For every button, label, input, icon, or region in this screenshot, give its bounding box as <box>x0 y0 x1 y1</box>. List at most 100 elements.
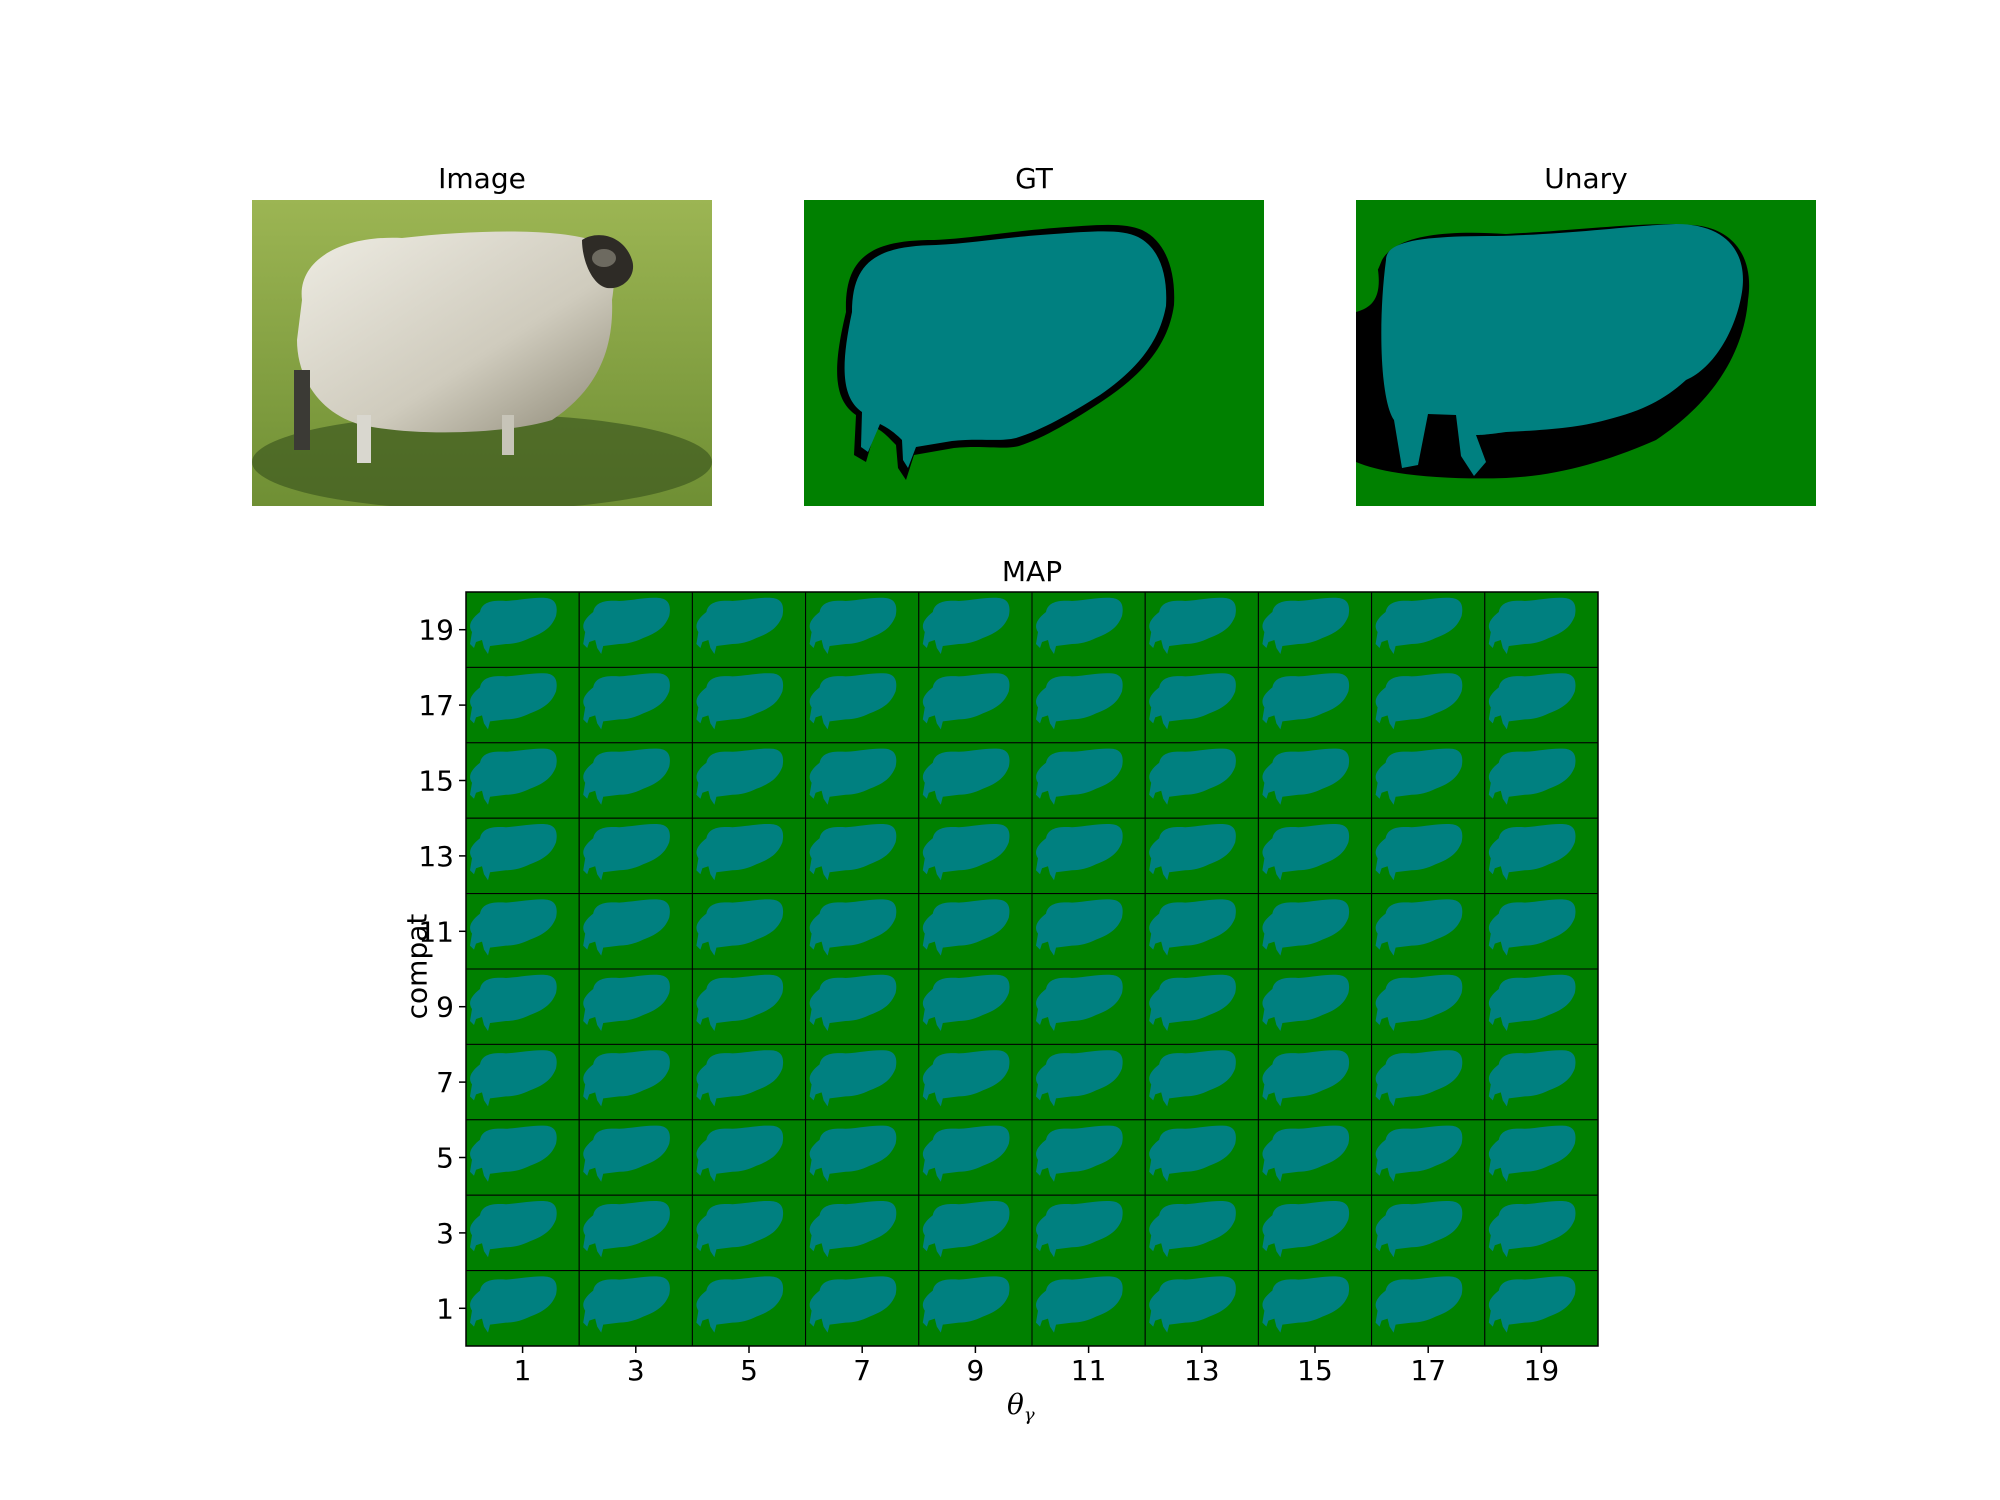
map-cell-r1-c0 <box>465 666 580 744</box>
map-cell-r5-c6 <box>1144 968 1259 1045</box>
map-cell-r3-c6 <box>1144 817 1259 895</box>
map-cell-r7-c6 <box>1144 1119 1259 1196</box>
map-cell-r1-c2 <box>691 666 807 744</box>
map-cell-segment <box>809 899 897 956</box>
map-cell-r5-c4 <box>918 968 1033 1045</box>
map-cell-segment <box>1488 748 1576 805</box>
map-cell-r1-c1 <box>578 666 693 744</box>
map-cell-segment <box>583 597 670 654</box>
map-cell-r3-c3 <box>805 817 920 895</box>
map-cell-r4-c9 <box>1484 893 1599 970</box>
map-cell-r2-c8 <box>1371 742 1486 819</box>
x-tick-label: 7 <box>853 1354 871 1387</box>
map-cell-r1-c6 <box>1144 666 1259 744</box>
map-cell-r5-c9 <box>1484 968 1599 1045</box>
map-cell-r5-c1 <box>578 968 693 1045</box>
map-cell-r7-c0 <box>465 1119 580 1196</box>
map-cell-r9-c5 <box>1031 1270 1146 1347</box>
map-cell-segment <box>470 748 557 805</box>
map-cell-segment <box>583 748 670 805</box>
map-cell-segment <box>1036 597 1123 654</box>
map-cell-r0-c0 <box>465 591 580 668</box>
map-cell-segment <box>1488 1125 1576 1182</box>
map-cell-segment <box>1488 1276 1576 1333</box>
map-cell-segment <box>809 1050 897 1107</box>
map-cell-r1-c8 <box>1371 666 1486 744</box>
map-cell-segment <box>1488 673 1576 730</box>
map-cell-r1-c9 <box>1484 666 1599 744</box>
map-cell-segment <box>1375 1276 1463 1333</box>
map-cell-r2-c7 <box>1257 742 1373 819</box>
map-cell-segment <box>809 974 897 1031</box>
map-cell-segment <box>470 597 557 654</box>
map-cell-segment <box>696 974 784 1031</box>
map-cell-r2-c3 <box>805 742 920 819</box>
map-cell-segment <box>922 1125 1010 1182</box>
map-cell-segment <box>1375 899 1463 956</box>
map-cell-r4-c7 <box>1257 893 1373 970</box>
map-cell-r1-c7 <box>1257 666 1373 744</box>
map-cell-segment <box>583 673 670 730</box>
map-cell-r8-c6 <box>1144 1194 1259 1272</box>
map-cell-r4-c8 <box>1371 893 1486 970</box>
gt-panel-title: GT <box>1015 162 1053 195</box>
map-cell-segment <box>696 1125 784 1182</box>
map-cell-segment <box>696 899 784 956</box>
map-cell-r6-c7 <box>1257 1043 1373 1121</box>
map-cell-segment <box>1149 899 1236 956</box>
map-cell-segment <box>922 1200 1010 1258</box>
map-cell-segment <box>470 823 557 881</box>
map-cell-r6-c5 <box>1031 1043 1146 1121</box>
map-cell-r7-c2 <box>691 1119 807 1196</box>
map-cell-segment <box>1149 1200 1236 1258</box>
map-cell-segment <box>470 1125 557 1182</box>
map-cell-segment <box>696 748 784 805</box>
map-cell-segment <box>1149 1050 1236 1107</box>
map-cell-r9-c1 <box>578 1270 693 1347</box>
map-cell-segment <box>809 1276 897 1333</box>
map-cell-r8-c9 <box>1484 1194 1599 1272</box>
map-cell-r7-c3 <box>805 1119 920 1196</box>
map-cell-r6-c6 <box>1144 1043 1259 1121</box>
map-cell-r4-c5 <box>1031 893 1146 970</box>
map-cell-segment <box>1262 1125 1350 1182</box>
map-cell-r7-c9 <box>1484 1119 1599 1196</box>
map-cell-r8-c4 <box>918 1194 1033 1272</box>
map-cell-segment <box>809 748 897 805</box>
map-cell-r3-c7 <box>1257 817 1373 895</box>
map-cell-segment <box>583 1200 670 1258</box>
map-cell-segment <box>1375 1125 1463 1182</box>
map-cell-segment <box>1262 974 1350 1031</box>
map-cell-r3-c5 <box>1031 817 1146 895</box>
map-cell-r2-c1 <box>578 742 693 819</box>
map-cell-r9-c7 <box>1257 1270 1373 1347</box>
map-cell-segment <box>470 673 557 730</box>
map-frame <box>465 591 1599 1347</box>
map-cell-segment <box>1262 823 1350 881</box>
x-tick-label: 3 <box>627 1354 645 1387</box>
map-cell-r6-c2 <box>691 1043 807 1121</box>
y-tick-label: 13 <box>418 840 454 873</box>
map-cell-segment <box>1036 748 1123 805</box>
map-cell-r3-c0 <box>465 817 580 895</box>
map-cell-segment <box>1262 748 1350 805</box>
map-cell-segment <box>1375 1050 1463 1107</box>
map-cell-segment <box>1149 673 1236 730</box>
y-tick-label: 9 <box>436 991 454 1024</box>
map-cell-segment <box>583 823 670 881</box>
map-cell-segment <box>1149 748 1236 805</box>
x-tick-label: 5 <box>740 1354 758 1387</box>
map-xlabel-sub: γ <box>1023 1404 1035 1426</box>
map-cell-r2-c6 <box>1144 742 1259 819</box>
gt-mask <box>837 224 1175 480</box>
map-cell-segment <box>1488 823 1576 881</box>
map-cell-r0-c3 <box>805 591 920 668</box>
map-cell-segment <box>1262 1050 1350 1107</box>
y-tick-label: 5 <box>436 1142 454 1175</box>
map-cell-segment <box>1036 899 1123 956</box>
map-cell-r4-c2 <box>691 893 807 970</box>
map-cell-r2-c4 <box>918 742 1033 819</box>
map-cell-r5-c5 <box>1031 968 1146 1045</box>
map-cell-segment <box>922 974 1010 1031</box>
map-cell-r6-c4 <box>918 1043 1033 1121</box>
